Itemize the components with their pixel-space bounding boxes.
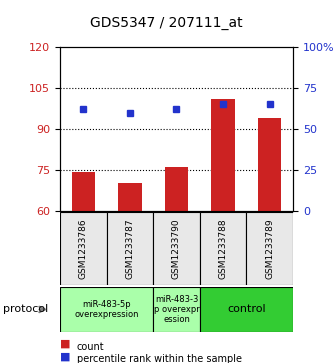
Text: protocol: protocol	[3, 305, 49, 314]
Text: percentile rank within the sample: percentile rank within the sample	[77, 354, 241, 363]
FancyBboxPatch shape	[153, 287, 200, 332]
FancyBboxPatch shape	[200, 287, 293, 332]
Text: GSM1233788: GSM1233788	[218, 218, 228, 279]
Bar	[165, 167, 188, 211]
Text: GSM1233789: GSM1233789	[265, 218, 274, 279]
Text: control: control	[227, 305, 266, 314]
FancyBboxPatch shape	[153, 212, 200, 285]
Bar	[258, 118, 281, 211]
Text: count: count	[77, 342, 104, 352]
Text: GDS5347 / 207111_at: GDS5347 / 207111_at	[90, 16, 243, 30]
FancyBboxPatch shape	[200, 212, 246, 285]
Bar	[72, 172, 95, 211]
Text: GSM1233787: GSM1233787	[125, 218, 135, 279]
FancyBboxPatch shape	[107, 212, 153, 285]
FancyBboxPatch shape	[60, 287, 153, 332]
Text: GSM1233790: GSM1233790	[172, 218, 181, 279]
Text: miR-483-3
p overexpr
ession: miR-483-3 p overexpr ession	[154, 294, 199, 325]
Text: GSM1233786: GSM1233786	[79, 218, 88, 279]
FancyBboxPatch shape	[246, 212, 293, 285]
Bar	[211, 99, 235, 211]
Text: ■: ■	[60, 351, 71, 362]
Bar	[118, 183, 142, 211]
Text: ■: ■	[60, 339, 71, 349]
FancyBboxPatch shape	[60, 212, 107, 285]
Text: miR-483-5p
overexpression: miR-483-5p overexpression	[74, 300, 139, 319]
